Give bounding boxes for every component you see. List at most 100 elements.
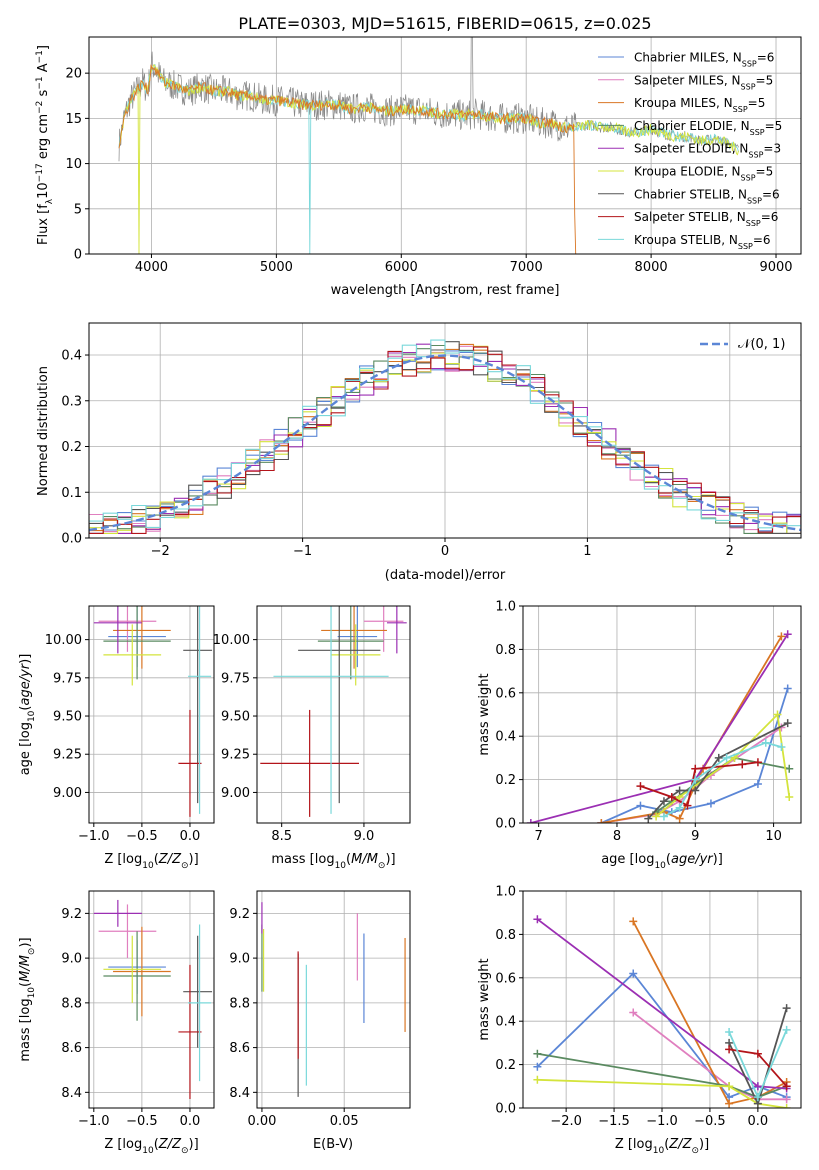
data-point-marker [659,812,668,821]
y-tick-label: 0.2 [495,1058,516,1073]
axes-frame [522,605,802,824]
x-tick-label: 1 [583,544,591,559]
data-point-marker [722,753,731,762]
data-point-marker [675,814,684,823]
y-tick-label: 8.6 [61,1041,82,1056]
x-tick-label: −0.5 [126,1114,158,1129]
x-tick-label: 4000 [135,260,168,275]
axes-mass-vs-ebv: 0.00 0.05 8.4 8.6 8.8 9.0 9.2 [229,890,411,1129]
x-tick-label: 7 [535,829,543,844]
legend-entry: Salpeter MILES, NSSP=5 [634,73,773,91]
y-tick-label: 9.50 [53,710,82,725]
x-tick-label: 9.0 [354,829,375,844]
figure-title: PLATE=0303, MJD=51615, FIBERID=0615, z=0… [238,14,651,33]
y-tick-label: 8.8 [229,996,250,1011]
legend-entry: Chabrier MILES, NSSP=6 [634,51,774,69]
data-point-marker [725,1082,734,1091]
y-tick-label: 1.0 [495,885,516,900]
y-tick-label: 9.2 [61,907,82,922]
legend-entry: Kroupa STELIB, NSSP=6 [634,233,771,251]
data-point-marker [785,764,794,773]
y-tick-label: 9.25 [221,748,250,763]
data-point-marker [533,915,542,924]
y-tick-label: 8.6 [229,1041,250,1056]
axes-frame [88,36,802,255]
data-point-marker [629,969,638,978]
x-tick-label: −1.5 [598,1114,630,1129]
data-point-marker [782,1004,791,1013]
data-point-marker [691,764,700,773]
x-tick-label: 10 [765,829,782,844]
x-axis-label: Z [log10(Z/Z⊙)] [104,852,198,871]
y-tick-label: 0.4 [495,1015,516,1030]
y-axis-label: mass weight [477,673,492,755]
y-tick-label: 0.8 [495,928,516,943]
y-tick-label: 0.4 [61,349,82,364]
data-point-marker [753,779,762,788]
y-tick-label: 0 [74,248,82,263]
y-axis-label: mass [log10(M/M⊙)] [18,937,37,1061]
x-tick-label: −2.0 [550,1114,582,1129]
legend-entry: Chabrier STELIB, NSSP=6 [634,187,780,205]
data-point-marker [659,797,668,806]
series-line [632,920,788,1105]
data-point-marker [783,719,792,728]
data-point-marker [667,792,676,801]
x-tick-label: 5000 [260,260,293,275]
legend-entry: Kroupa ELODIE, NSSP=5 [634,165,773,183]
data-point-marker [738,760,747,769]
y-tick-label: 1.0 [495,600,516,615]
axes-mass-weight-vs-age: 7 8 9 10 0.0 0.2 0.4 0.6 0.8 1.0 age [log10(age/yr… [477,600,802,871]
legend-entry: Chabrier ELODIE, NSSP=5 [634,119,782,137]
plot-area-mass-vs-ebv [261,902,406,1097]
x-axis-label: Z [log10(Z/Z⊙)] [104,1137,198,1156]
data-point-marker [782,1082,791,1091]
x-tick-label: 8 [613,829,621,844]
y-tick-label: 9.00 [53,786,82,801]
series-line [537,1052,787,1099]
data-point-marker [636,801,645,810]
y-tick-label: 8.4 [61,1086,82,1101]
data-point-marker [725,1045,734,1054]
data-point-marker [597,819,606,823]
y-tick-label: 0.6 [495,686,516,701]
series-line [530,633,789,823]
y-tick-label: 0.0 [495,817,516,832]
y-tick-label: 9.75 [221,671,250,686]
data-point-marker [644,814,653,823]
legend-entry: Salpeter ELODIE, NSSP=3 [634,142,781,160]
series-line [601,635,783,823]
data-point-marker [629,1008,638,1017]
plot-area-mass-vs-Z [93,899,213,1100]
plot-area-age-vs-mass [260,606,407,817]
x-tick-label: 0.0 [180,1114,201,1129]
plot-area-residual-histogram [89,339,801,534]
axes-mass-vs-Z: −1.0 −0.5 0.0 8.4 8.6 8.8 9.0 9.2 Z [log10(Z/Z⊙)… [18,890,215,1156]
data-point-marker [683,801,692,810]
data-point-marker [761,738,770,747]
axes-frame [88,890,215,1109]
y-tick-label: 0.0 [61,532,82,547]
axes-residual-histogram: −2 −1 0 1 2 0.0 0.1 0.2 0.3 0.4 𝒩(0, 1) (data-model… [36,322,802,583]
data-point-marker [691,786,700,795]
x-tick-label: −0.5 [694,1114,726,1129]
y-tick-label: 0.6 [495,971,516,986]
data-point-marker [783,630,792,639]
y-tick-label: 0.3 [61,394,82,409]
y-tick-label: 0.2 [61,440,82,455]
data-point-marker [533,1062,542,1071]
x-tick-label: 8.5 [271,829,292,844]
x-tick-label: −1 [293,544,312,559]
x-tick-label: 7000 [510,260,543,275]
y-tick-label: 9.0 [61,952,82,967]
data-point-marker [777,632,786,641]
x-axis-label: Z [log10(Z/Z⊙)] [615,1137,709,1156]
x-tick-label: 2 [726,544,734,559]
y-tick-label: 9.2 [229,907,250,922]
data-point-marker [753,1049,762,1058]
y-axis-label: Flux [fλ10−17 erg cm−2 s−1 A−1] [35,45,55,245]
y-tick-label: 9.75 [53,671,82,686]
plot-area-mass-weight-vs-age [526,630,794,823]
data-point-marker [675,803,684,812]
